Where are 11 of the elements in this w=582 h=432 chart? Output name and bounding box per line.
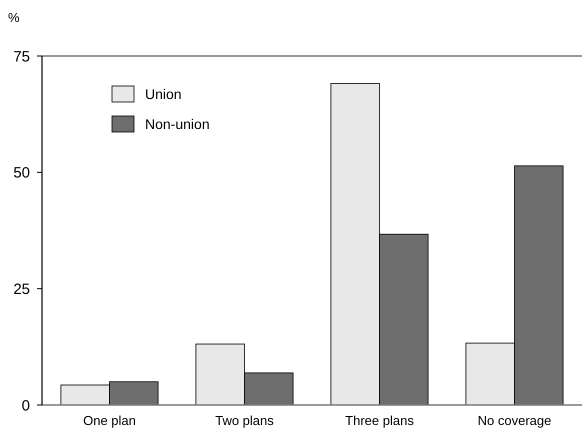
- y-tick-label: 50: [13, 164, 30, 182]
- x-tick-label: No coverage: [478, 413, 552, 428]
- x-tick-label: One plan: [83, 413, 136, 428]
- y-tick-label: 25: [13, 280, 30, 298]
- y-axis-title: %: [8, 10, 20, 25]
- y-tick-label: 75: [13, 48, 30, 66]
- legend-label: Union: [145, 86, 182, 102]
- legend-label: Non-union: [145, 116, 210, 132]
- x-tick-label: Two plans: [215, 413, 274, 428]
- y-tick-label: 0: [22, 397, 30, 414]
- x-tick-label: Three plans: [345, 413, 414, 428]
